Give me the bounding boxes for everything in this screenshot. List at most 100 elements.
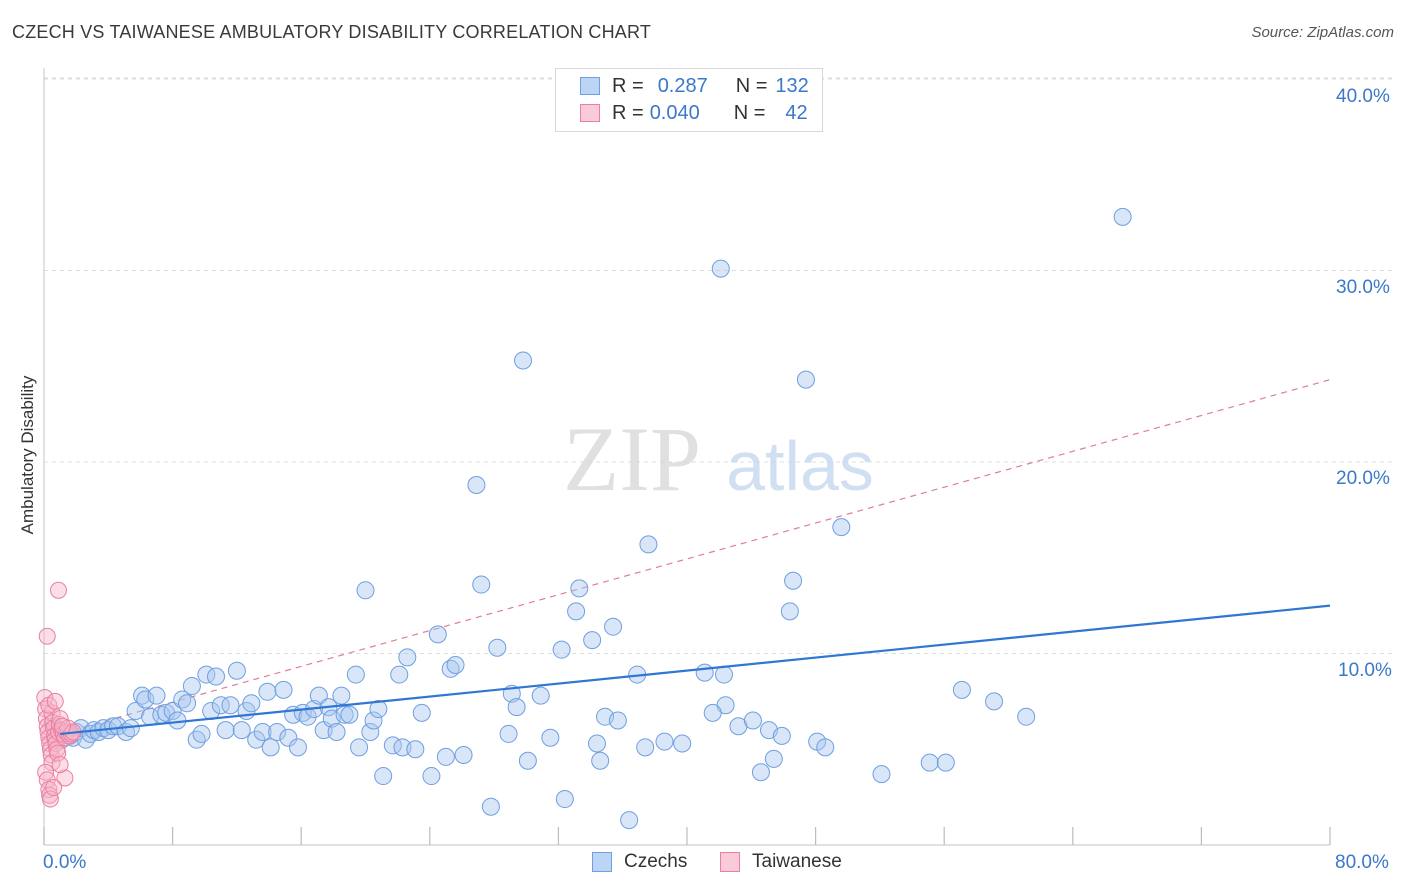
czech-point [361,723,380,742]
czech-point [608,711,627,730]
czech-point [711,259,730,278]
y-tick-label-40: 40.0% [1336,86,1390,107]
czech-point [703,703,722,722]
czech-point [518,751,537,770]
taiwanese-trend [51,379,1331,737]
n-value: 132 [775,74,809,97]
czech-point [242,694,261,713]
czech-point [364,711,383,730]
watermark-zip: ZIP [563,408,701,510]
czech-point [227,661,246,680]
czech-point [499,724,518,743]
taiwanese-swatch [580,104,600,122]
chart-title: CZECH VS TAIWANESE AMBULATORY DISABILITY… [12,22,652,42]
czech-point [346,665,365,684]
y-tick-label-20: 20.0% [1336,468,1390,489]
r-value: 0.040 [649,101,700,124]
taiwanese-point [46,692,64,710]
czech-point [920,753,939,772]
czech-point [374,767,393,786]
czech-point [274,680,293,699]
czech-point [567,602,586,621]
czech-point [488,638,507,657]
taiwanese-point [38,627,56,645]
czech-point [279,728,298,747]
czech-point [872,765,891,784]
stats-row-czechs: R = 0.287 N = 132 [580,74,809,98]
czech-point [422,767,441,786]
czech-point [327,723,346,742]
czech-point [555,790,574,809]
y-tick-label-30: 30.0% [1336,277,1390,298]
taiwanese-point [53,717,71,735]
czech-point [412,703,431,722]
watermark: ZIP atlas [563,408,874,510]
czech-point [211,696,230,715]
czech-point [772,726,791,745]
czech-point [288,738,307,757]
czech-point [531,686,550,705]
czech-point [780,602,799,621]
czech-point [587,734,606,753]
legend-item-czechs[interactable]: Czechs [592,851,687,873]
czech-point [936,753,955,772]
legend-item-taiwanese[interactable]: Taiwanese [720,851,842,873]
czech-point [163,701,182,720]
czech-point [147,686,166,705]
czech-point [1113,207,1132,226]
czech-point [436,747,455,766]
czech-point [620,811,639,830]
czech-point [136,690,155,709]
czech-point [604,617,623,636]
taiwanese-point [51,756,69,774]
legend-label-czechs: Czechs [624,851,688,872]
czech-trend [59,604,1331,736]
czech-point [764,749,783,768]
taiwanese-points [36,581,82,808]
r-label: R = [612,101,644,124]
czech-point [507,698,526,717]
y-tick-label-10: 10.0% [1338,660,1392,681]
czech-points [44,207,1132,830]
n-label: N = [735,74,768,97]
taiwanese-legend-swatch [720,852,740,872]
czech-point [268,723,287,742]
n-value: 42 [785,101,808,124]
czech-point [253,723,272,742]
czech-point [570,579,589,598]
czech-point [583,631,602,650]
czech-point [192,724,211,743]
czech-point [784,571,803,590]
czech-swatch [580,77,600,95]
czech-point [340,705,359,724]
czech-point [655,732,674,751]
czech-point [332,686,351,705]
czech-point [636,738,655,757]
czech-point [390,665,409,684]
czech-point [428,625,447,644]
czech-point [472,575,491,594]
czech-point [247,730,266,749]
source-credit: Source: ZipAtlas.com [1251,24,1394,41]
czech-point [1017,707,1036,726]
czech-point [751,763,770,782]
czech-point [985,692,1004,711]
czech-point [406,740,425,759]
czech-point [398,648,417,667]
x-tick-label-min: 0.0% [43,852,87,873]
czech-point [207,667,226,686]
taiwanese-point [56,769,74,787]
n-label: N = [733,101,766,124]
czech-point [261,738,280,757]
czech-point [552,640,571,659]
czech-point [232,721,251,740]
legend-label-taiwanese: Taiwanese [752,851,842,872]
czech-point [467,475,486,494]
x-tick-label-max: 80.0% [1335,852,1389,873]
czech-point [454,745,473,764]
watermark-atlas: atlas [726,427,874,505]
czech-point [816,738,835,757]
czech-point [187,730,206,749]
czech-point [952,680,971,699]
